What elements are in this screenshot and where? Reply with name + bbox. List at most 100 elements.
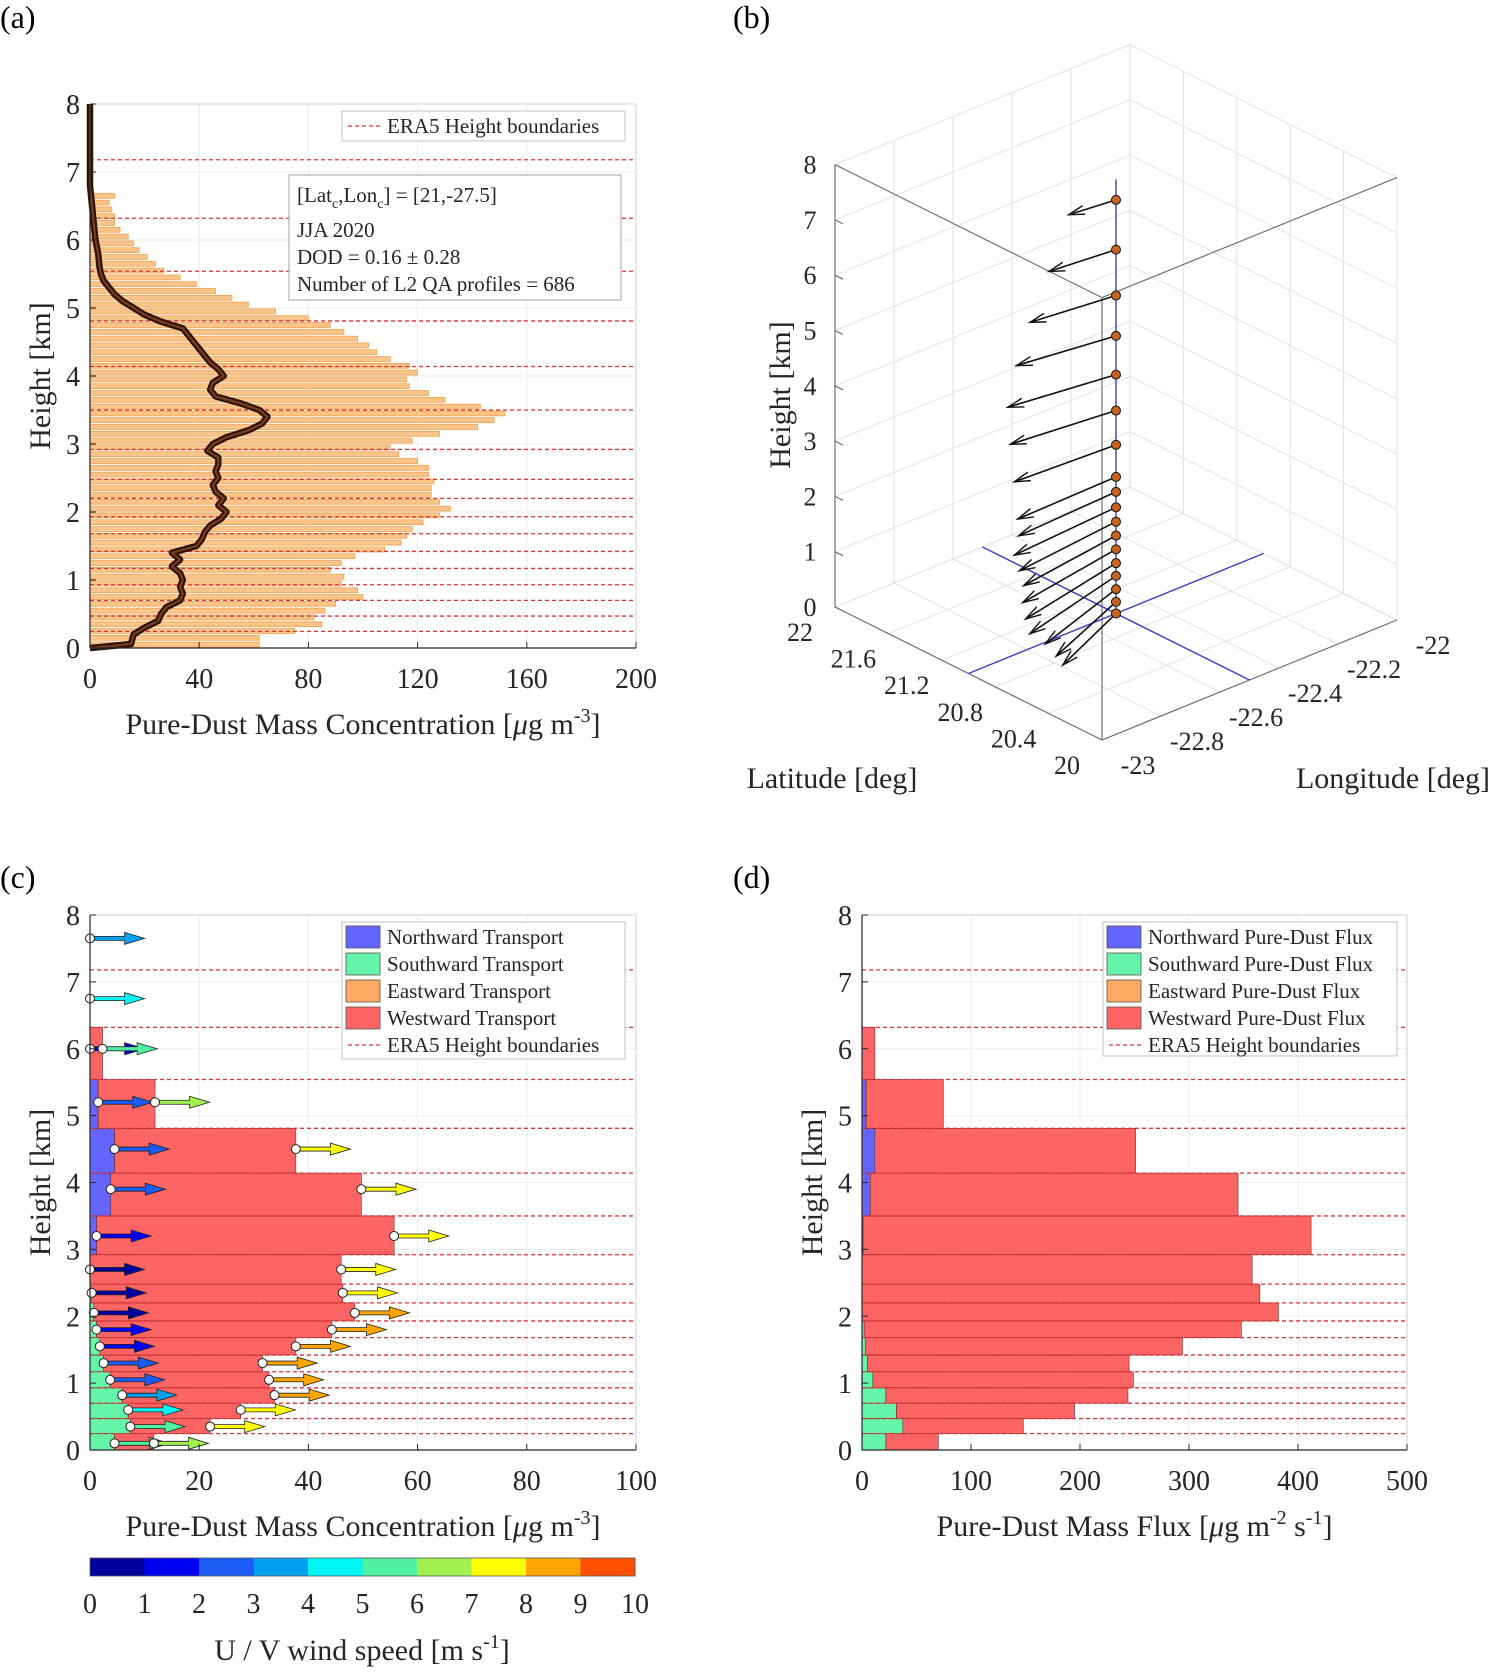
dust-concentration-bar <box>89 362 410 369</box>
colorbar-tick-label: 2 <box>192 1589 206 1620</box>
westward-bar <box>861 1283 1261 1304</box>
u-wind-arrow-origin-marker <box>349 1307 360 1318</box>
wind-vector-arrowhead <box>1027 620 1046 636</box>
southward-bar <box>861 1354 868 1373</box>
legend-swatch <box>345 1006 381 1030</box>
x-tick-label: 200 <box>1059 1466 1101 1497</box>
wind-vector-arrow <box>1017 476 1117 520</box>
y-tick-label: 0 <box>838 1436 852 1467</box>
dust-concentration-bar <box>89 464 429 471</box>
wind-vector-arrow <box>1048 248 1117 273</box>
y-tick-label: 2 <box>66 1302 80 1333</box>
y-tick-label: 8 <box>66 90 80 121</box>
x-tick-label: 400 <box>1277 1466 1319 1497</box>
wall-grid-line <box>834 431 1131 553</box>
v-wind-arrow <box>127 1403 185 1417</box>
wall-grid-line <box>1129 320 1398 455</box>
colorbar-tick-label: 4 <box>301 1589 315 1620</box>
wind-vector-arrowhead <box>1027 312 1047 324</box>
y-tick-label: 0 <box>66 634 80 665</box>
colorbar-label-sup: -1 <box>483 1631 500 1653</box>
legend-swatch <box>1106 1006 1142 1030</box>
colorbar-tick-label: 7 <box>465 1589 479 1620</box>
profile-level-marker <box>1111 516 1121 527</box>
z-tick-label: 5 <box>804 317 817 346</box>
x-axis-label-unit2: s <box>1287 1510 1306 1543</box>
westward-bar <box>885 1387 1129 1404</box>
wind-vector-arrow <box>1055 601 1117 657</box>
wall-grid-line <box>834 375 1131 497</box>
profile-level-marker <box>1111 596 1121 607</box>
dust-concentration-bar <box>89 471 429 478</box>
dust-concentration-bar <box>89 424 479 430</box>
box-top-edge <box>834 164 1103 299</box>
dust-concentration-bar <box>89 328 345 335</box>
u-wind-arrow-origin-marker <box>148 1438 159 1449</box>
info-box-frame <box>288 174 622 301</box>
x-axis-label-text: Pure-Dust Mass Concentration [ <box>125 1510 512 1543</box>
panel-label: (a) <box>0 0 36 35</box>
dust-concentration-bar <box>89 519 424 526</box>
x-tick-label: 0 <box>855 1466 869 1497</box>
wind-vector-arrowhead <box>1060 650 1078 667</box>
v-wind-arrow-origin-marker <box>105 1184 116 1195</box>
u-wind-arrow <box>89 992 146 1006</box>
colorbar-tick-label: 10 <box>621 1589 649 1620</box>
mean-profile-line <box>88 104 269 650</box>
legend-box <box>341 110 626 142</box>
y-tick-label: 1 <box>66 1369 80 1400</box>
wind-vector-arrowhead <box>1023 606 1042 621</box>
westward-bar <box>864 1337 1183 1356</box>
x-axis-label-unit: g m <box>528 1510 574 1543</box>
westward-bar <box>902 1418 1024 1434</box>
dust-concentration-bar <box>89 560 342 566</box>
v-wind-arrow-origin-marker <box>86 1287 97 1298</box>
profile-level-marker <box>1111 290 1121 301</box>
x-axis-label: Pure-Dust Mass Concentration [μg m-3] <box>125 705 600 741</box>
colorbar-segment <box>417 1558 472 1576</box>
y-tick-label: 5 <box>66 1102 80 1133</box>
colorbar-tick-label: 3 <box>247 1589 261 1620</box>
colorbar-segment <box>526 1558 581 1576</box>
y-axis-label: Height [km] <box>24 302 57 449</box>
wind-vector-arrowhead <box>1066 205 1086 216</box>
v-wind-arrow <box>93 1306 150 1320</box>
x-axis-label-end: ] <box>591 1510 601 1543</box>
westward-bar <box>865 1079 944 1129</box>
profile-level-marker <box>1111 405 1121 416</box>
u-wind-arrow-origin-marker <box>149 1097 160 1108</box>
colorbar-segment <box>308 1558 363 1576</box>
y-tick-label: 6 <box>66 226 80 257</box>
z-tick-label: 1 <box>804 538 817 567</box>
legend-swatch <box>345 979 381 1003</box>
x-axis-label-text: Pure-Dust Mass Concentration [ <box>125 708 512 741</box>
x-axis-label-sup: -3 <box>574 705 591 727</box>
dust-concentration-bar <box>89 376 408 383</box>
colorbar-segment <box>362 1558 418 1576</box>
wall-grid-line <box>1129 375 1398 510</box>
colorbar-tick-label: 1 <box>138 1589 152 1620</box>
v-wind-arrow <box>89 1262 146 1276</box>
x-axis-label-mu: μ <box>1208 1510 1224 1543</box>
dust-concentration-bar <box>89 356 391 362</box>
dust-concentration-bar <box>89 539 402 546</box>
profile-level-marker <box>1111 502 1121 513</box>
wind-speed-colorbar: 0 1 2 3 4 5 6 7 8 9 10 U / V wind speed [m s-1] <box>83 1557 649 1667</box>
legend-swatch <box>345 925 381 949</box>
wind-vector-arrow <box>1022 548 1117 604</box>
dust-concentration-bar <box>89 451 399 458</box>
legend-label: ERA5 Height boundaries <box>387 114 599 138</box>
profile-level-marker <box>1111 570 1121 581</box>
info-text: ] = [21,-27.5] <box>384 183 497 207</box>
dust-concentration-bar <box>89 301 249 308</box>
v-wind-arrow <box>130 1420 187 1434</box>
latitude-axis-label: Latitude [deg] <box>747 762 918 795</box>
colorbar-segment <box>90 1558 145 1576</box>
colorbar-frame <box>89 1557 636 1577</box>
wind-vector-arrow <box>1068 199 1117 216</box>
y-tick-label: 8 <box>838 901 852 932</box>
wind-vector-arrowhead <box>1043 630 1061 646</box>
z-tick-mark <box>834 164 844 170</box>
dust-concentration-bar <box>89 417 495 424</box>
